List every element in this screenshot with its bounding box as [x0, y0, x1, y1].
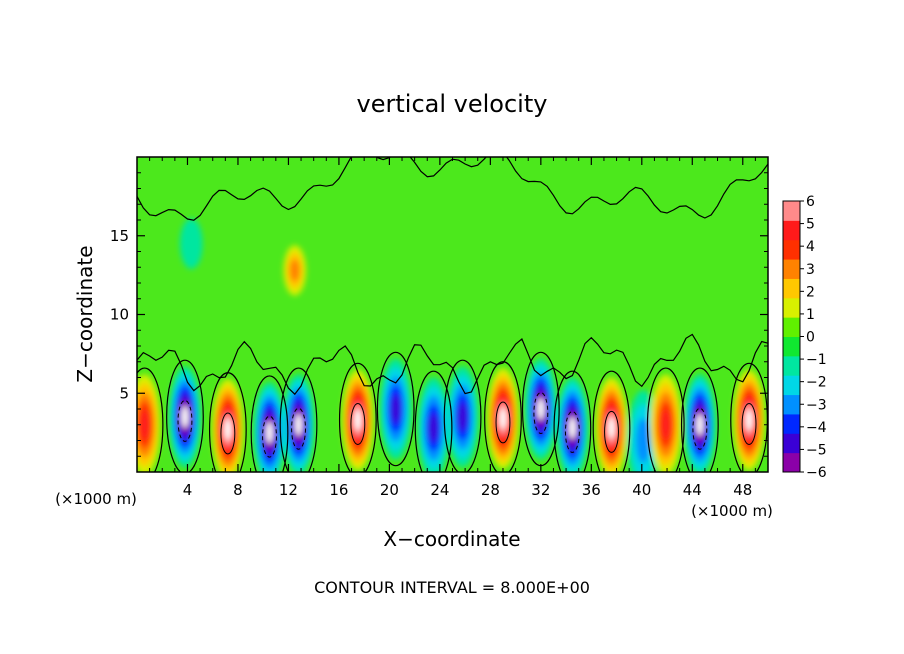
colorbar-swatch-10 [783, 259, 800, 279]
contour-zero-1 [166, 359, 204, 472]
field-cell-4-level-6 [295, 414, 302, 436]
field-cell-10-level-6 [537, 398, 545, 420]
contour-core-3 [262, 415, 277, 458]
contour-zero-0 [137, 367, 164, 472]
colorbar-swatch-12 [783, 220, 800, 241]
contour-interval-note: CONTOUR INTERVAL = 8.000E+00 [314, 578, 590, 597]
contour-core-5 [350, 403, 366, 445]
colorbar-tick-labels: 6 5 4 3 2 1 0 −1 −2 −3 −4 −5 −6 [800, 194, 827, 481]
x-unit-label-left: (×1000 m) [55, 490, 137, 508]
field-cell-13-level-2 [636, 418, 651, 463]
x-tick-label-44: 44 [683, 481, 702, 499]
x-tick-label-16: 16 [329, 481, 348, 499]
field-cell-14-level-4 [661, 410, 671, 440]
colorbar-tick-label: 2 [806, 284, 815, 300]
field-cell-18-level-0 [179, 218, 203, 269]
contour-zero-12 [592, 370, 631, 472]
x-tick-label-8: 8 [233, 481, 243, 499]
contour-zero-11 [553, 370, 592, 472]
field-cell-1-level-6 [181, 406, 189, 428]
x-axis-ticks: 4 8 12 16 20 24 28 32 36 40 44 48 [149, 157, 756, 499]
colorbar-tick-label: −4 [806, 420, 827, 436]
colorbar-tick-label: −1 [806, 352, 827, 368]
colorbar-tick-label: 0 [806, 330, 815, 346]
colorbar-tick-label: 1 [806, 307, 815, 323]
contour-core-10 [533, 392, 549, 434]
contour-core-11 [564, 410, 580, 453]
colorbar-tick-label: −5 [806, 442, 827, 458]
colorbar-tick-label: −2 [806, 375, 827, 391]
x-tick-label-4: 4 [183, 481, 193, 499]
colorbar-tick-label: −3 [806, 397, 827, 413]
field-cell-8-level-4 [458, 402, 468, 432]
y-tick-label-15: 15 [110, 227, 129, 245]
field-cell-16-level-6 [745, 409, 753, 431]
x-tick-label-20: 20 [380, 481, 399, 499]
contour-zero-15 [680, 367, 719, 472]
y-tick-label-10: 10 [110, 306, 129, 324]
contour-core-16 [741, 403, 757, 445]
field-cell-11-level-6 [569, 417, 576, 439]
colorbar-swatch-13 [783, 201, 800, 221]
colorbar-swatch-6 [783, 336, 800, 357]
contour-zero-8 [443, 359, 482, 472]
colorbar-swatch-4 [783, 375, 800, 396]
contour-core-9 [495, 401, 511, 444]
field-cell-3-level-6 [266, 422, 273, 444]
contour-core-15 [692, 407, 708, 450]
field-cell-5-level-6 [354, 409, 362, 431]
contour-core-1 [177, 399, 193, 442]
contour-zero-7 [414, 370, 453, 472]
contour-core-2 [220, 412, 236, 455]
colorbar-tick-label: 3 [806, 262, 815, 278]
x-axis-label: X−coordinate [383, 527, 520, 551]
field-blobs [137, 218, 765, 472]
colorbar-swatch-8 [783, 297, 800, 318]
colorbar-tick-label: 6 [806, 194, 815, 210]
colorbar-swatch-2 [783, 413, 800, 434]
x-tick-label-28: 28 [481, 481, 500, 499]
field-cell-0-level-4 [140, 410, 150, 440]
colorbar-swatch-5 [783, 355, 800, 376]
colorbar [782, 200, 801, 473]
colorbar-swatch-9 [783, 278, 800, 299]
field-cell-2-level-6 [224, 418, 232, 441]
colorbar-tick-label: 5 [806, 217, 815, 233]
contour-zero-line [137, 333, 768, 396]
contour-zero-14 [646, 367, 685, 472]
field-cell-7-level-4 [429, 413, 439, 443]
colorbar-swatch-7 [783, 317, 800, 337]
x-tick-label-40: 40 [632, 481, 651, 499]
contour-zero-5 [338, 362, 377, 472]
colorbar-tick-label: 4 [806, 239, 815, 255]
contour-zero-9 [484, 361, 522, 472]
y-tick-label-5: 5 [119, 384, 129, 402]
colorbar-swatch-11 [783, 239, 800, 260]
chart-title: vertical velocity [357, 90, 548, 118]
field-cell-15-level-6 [696, 414, 704, 436]
contour-zero-4 [279, 367, 318, 472]
field-cell-6-level-4 [391, 394, 401, 424]
x-tick-label-32: 32 [531, 481, 550, 499]
field-cell-12-level-6 [608, 417, 615, 439]
contour-core-4 [291, 407, 306, 450]
velocity-field [137, 157, 768, 472]
field-cell-17-level-2 [289, 259, 300, 282]
colorbar-tick-label: −6 [806, 465, 827, 481]
field-cell-9-level-6 [499, 407, 507, 430]
colorbar-swatch-1 [783, 433, 800, 454]
x-tick-label-12: 12 [279, 481, 298, 499]
contour-zero-3 [250, 375, 289, 472]
contour-zero-6 [376, 351, 415, 467]
contour-core-12 [604, 410, 619, 453]
x-unit-label-right: (×1000 m) [691, 502, 773, 520]
colorbar-swatch-3 [783, 394, 800, 415]
y-axis-label: Z−coordinate [73, 245, 97, 382]
x-tick-label-36: 36 [582, 481, 601, 499]
x-tick-label-24: 24 [430, 481, 449, 499]
x-tick-label-48: 48 [733, 481, 752, 499]
y-axis-ticks: 5 10 15 [110, 172, 768, 457]
colorbar-swatch-0 [783, 452, 800, 473]
